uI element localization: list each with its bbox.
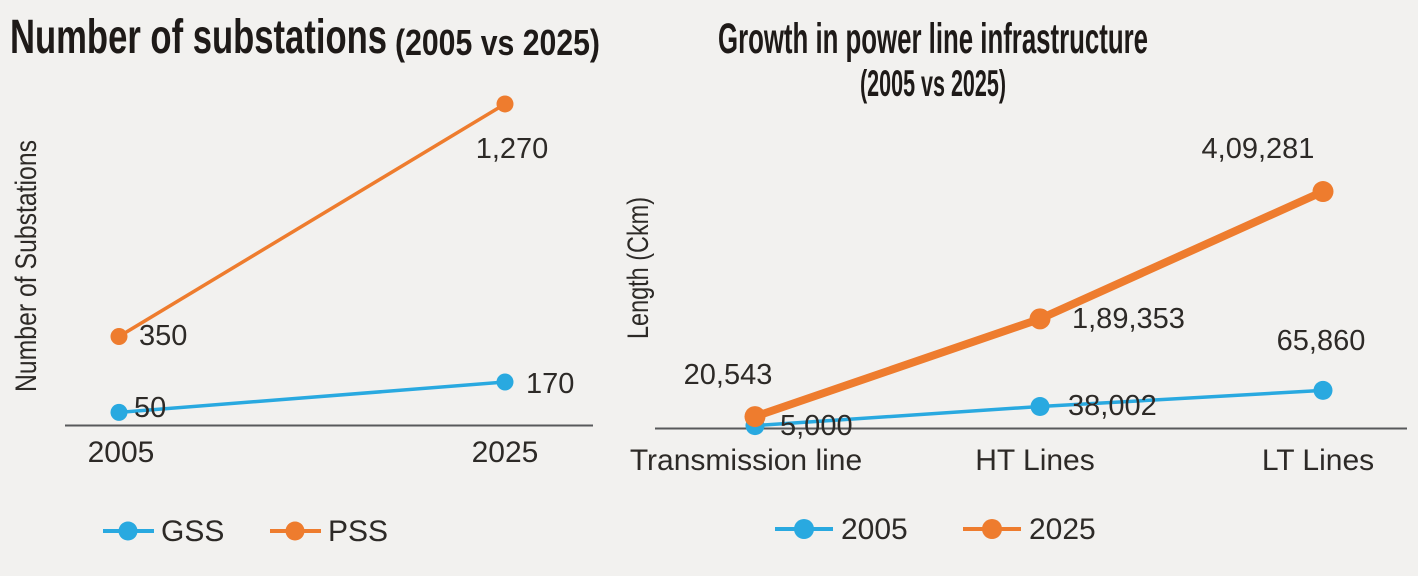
left-chart: Number of substations (2005 vs 2025) Num… [10, 11, 600, 548]
legend-label: GSS [161, 515, 224, 548]
legend-item-2025: 2025 [963, 513, 1096, 546]
x-tick-label: 2025 [472, 436, 539, 469]
right-chart-subtitle: (2005 vs 2025) [860, 63, 1006, 104]
data-label: 170 [526, 368, 574, 400]
data-label: 4,09,281 [1202, 133, 1315, 165]
data-point [496, 95, 514, 113]
data-point [1030, 396, 1050, 416]
left-chart-title: Number of substations [10, 11, 387, 64]
data-label: 1,89,353 [1072, 303, 1185, 335]
data-label: 65,860 [1277, 325, 1366, 357]
legend-item-pss: PSS [270, 515, 388, 548]
left-y-axis-label: Number of Substations [10, 140, 43, 392]
left-legend: GSS PSS [103, 515, 388, 548]
x-tick-label: LT Lines [1262, 444, 1374, 477]
legend-marker-dot [118, 521, 138, 541]
data-point [744, 406, 766, 428]
right-chart: Growth in power line infrastructure (200… [622, 15, 1407, 546]
legend-marker-dot [982, 519, 1002, 539]
data-point [496, 373, 514, 391]
right-series-group: 5,000 38,002 65,860 20,543 1,89,353 4,09,281 [684, 133, 1366, 442]
legend-marker-dot [285, 521, 305, 541]
data-label: 350 [139, 320, 187, 352]
left-chart-title-suffix: (2005 vs 2025) [395, 22, 600, 63]
right-chart-title: Growth in power line infrastructure [718, 15, 1148, 63]
data-point [110, 403, 128, 421]
series-line-gss [118, 380, 506, 415]
legend-label: 2005 [841, 513, 908, 546]
legend-label: 2025 [1029, 513, 1096, 546]
series-line-pss [118, 102, 506, 339]
legend-item-2005: 2005 [775, 513, 908, 546]
data-point [110, 328, 128, 346]
x-tick-label: 2005 [88, 436, 155, 469]
x-tick-label: Transmission line [630, 444, 862, 477]
data-point [1029, 308, 1051, 330]
data-label: 38,002 [1068, 390, 1157, 422]
data-point [1312, 181, 1334, 203]
x-tick-label: HT Lines [975, 444, 1095, 477]
data-point [1313, 380, 1333, 400]
data-label: 20,543 [684, 359, 773, 391]
legend-item-gss: GSS [103, 515, 224, 548]
data-label: 1,270 [476, 133, 549, 165]
right-legend: 2005 2025 [775, 513, 1096, 546]
data-label: 5,000 [780, 410, 853, 442]
right-y-axis-label: Length (Ckm) [622, 197, 655, 339]
left-series-group: 50 170 350 1,270 [110, 95, 574, 424]
legend-label: PSS [328, 515, 388, 548]
legend-marker-dot [794, 519, 814, 539]
data-label: 50 [134, 392, 166, 424]
